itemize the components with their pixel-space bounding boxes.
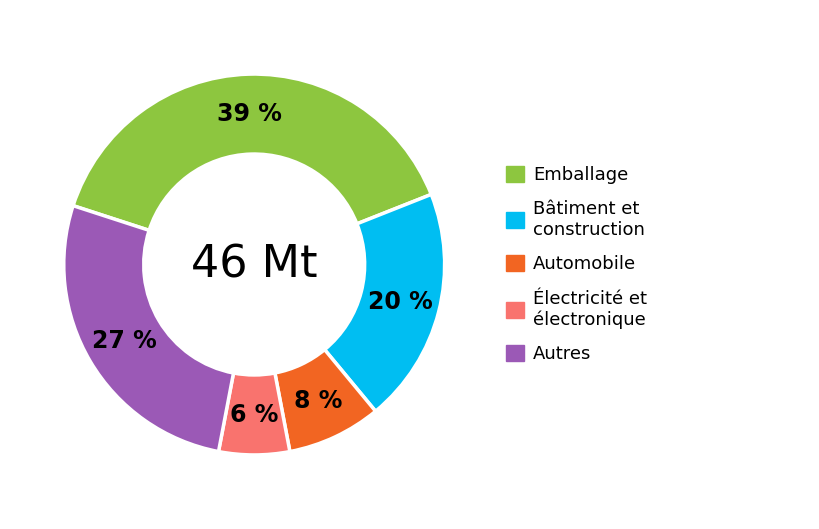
Text: 27 %: 27 % bbox=[93, 329, 157, 353]
Wedge shape bbox=[73, 74, 431, 230]
Wedge shape bbox=[324, 194, 444, 411]
Text: 46 Mt: 46 Mt bbox=[191, 243, 317, 286]
Wedge shape bbox=[218, 373, 290, 455]
Text: 20 %: 20 % bbox=[367, 290, 432, 314]
Text: 8 %: 8 % bbox=[294, 389, 342, 413]
Text: 6 %: 6 % bbox=[230, 403, 278, 427]
Wedge shape bbox=[274, 350, 375, 452]
Wedge shape bbox=[64, 206, 233, 452]
Text: 39 %: 39 % bbox=[217, 102, 282, 126]
Legend: Emballage, Bâtiment et
construction, Automobile, Électricité et
électronique, Au: Emballage, Bâtiment et construction, Aut… bbox=[505, 166, 646, 363]
